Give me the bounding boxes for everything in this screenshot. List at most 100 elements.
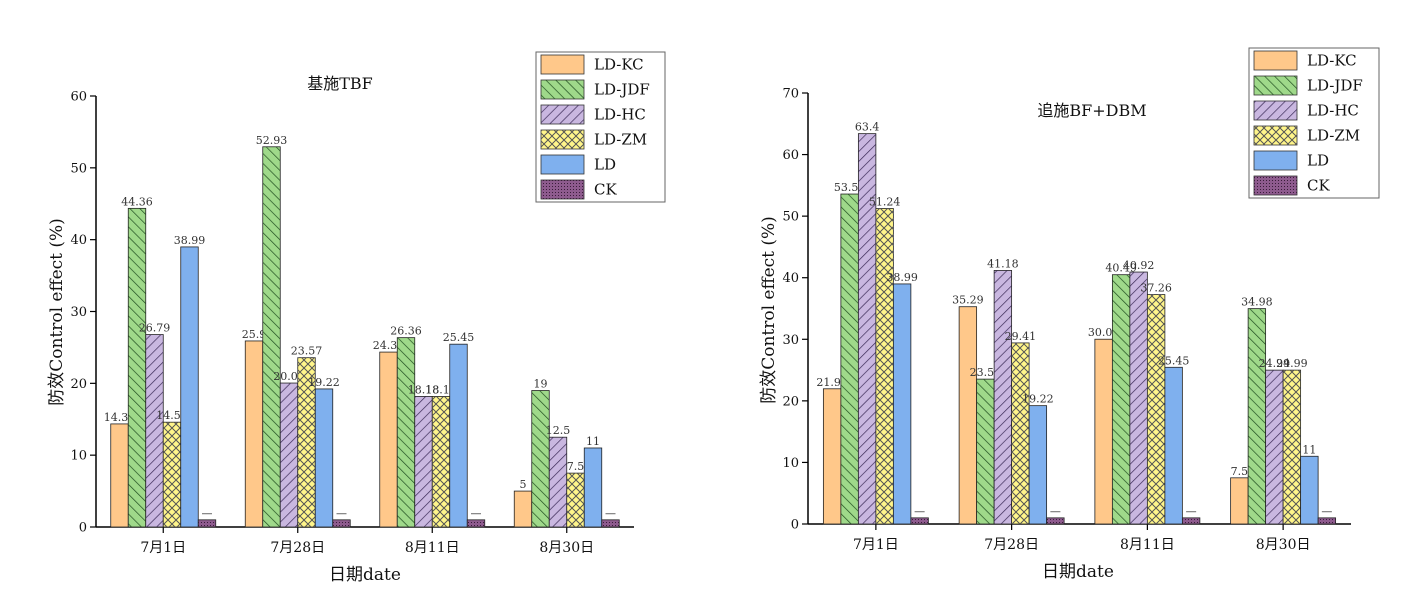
legend-swatch bbox=[1253, 50, 1298, 71]
y-axis-title: 防效Control effect (%) bbox=[759, 216, 779, 404]
bar-pattern bbox=[1129, 272, 1148, 524]
legend-swatch bbox=[540, 54, 585, 75]
bar-pattern bbox=[976, 379, 995, 524]
bar-pattern bbox=[414, 396, 433, 527]
legend-swatch-pattern bbox=[541, 180, 584, 199]
bar-ld-kc bbox=[379, 351, 398, 528]
bar-ld-kc bbox=[244, 340, 264, 528]
bar-pattern bbox=[1011, 342, 1030, 524]
data-label: 14.35 bbox=[104, 411, 136, 424]
y-tick-label: 40 bbox=[70, 233, 87, 248]
data-label: 34.98 bbox=[1241, 296, 1273, 309]
data-label: 40.92 bbox=[1123, 259, 1155, 272]
bar-pattern bbox=[994, 270, 1012, 524]
legend-swatch-pattern bbox=[541, 80, 584, 99]
bar-pattern bbox=[840, 194, 859, 525]
legend-box bbox=[535, 51, 666, 203]
y-tick-label: 50 bbox=[782, 210, 799, 225]
x-tick-label: 7月1日 bbox=[853, 537, 899, 553]
bar-ld bbox=[1300, 455, 1319, 525]
plot-area: 0 10 20 30 40 50 60 7月1日 14.35 44.36 26.79 14.59 38.… bbox=[70, 90, 634, 556]
bar-pattern bbox=[297, 357, 316, 527]
legend-swatch-pattern bbox=[1254, 76, 1297, 95]
bar-pattern bbox=[163, 422, 181, 527]
y-tick-label: 70 bbox=[782, 87, 799, 102]
data-label: 52.93 bbox=[256, 134, 288, 147]
bar-pattern bbox=[858, 133, 876, 524]
data-label: 25.45 bbox=[443, 331, 475, 344]
chart-bf-dbm: 追施BF+DBM 防效Control effect (%) 日期date 0 10… bbox=[759, 47, 1380, 582]
data-label: 24.35 bbox=[373, 339, 405, 352]
data-label: 63.4 bbox=[855, 121, 880, 134]
data-label: 23.53 bbox=[970, 366, 1002, 379]
bar-pattern bbox=[549, 437, 567, 527]
data-label: 21.96 bbox=[816, 376, 848, 389]
y-tick-label: 50 bbox=[70, 161, 87, 176]
legend-label: CK bbox=[594, 181, 617, 199]
data-label: 19 bbox=[534, 378, 548, 391]
data-label: 12.5 bbox=[546, 424, 571, 437]
y-tick-label: 10 bbox=[782, 456, 799, 471]
chart-title: 基施TBF bbox=[307, 74, 373, 93]
legend: LD-KC LD-JDF LD-HC LD-ZM LD CK bbox=[1248, 47, 1380, 199]
x-axis-title: 日期date bbox=[329, 565, 401, 585]
bar-pattern bbox=[875, 208, 894, 524]
data-label: 29.41 bbox=[1005, 330, 1037, 343]
bar-pattern bbox=[280, 383, 298, 527]
data-label: 14.59 bbox=[156, 409, 188, 422]
legend-swatch-pattern bbox=[541, 105, 584, 124]
data-label: — bbox=[1321, 505, 1332, 518]
bar-pattern bbox=[198, 519, 216, 527]
data-label: — bbox=[1050, 505, 1061, 518]
legend-label: LD-KC bbox=[1307, 52, 1357, 70]
bar-pattern bbox=[467, 519, 485, 527]
bar-ld bbox=[1028, 405, 1048, 525]
bar-pattern bbox=[601, 519, 620, 527]
y-tick-label: 60 bbox=[782, 148, 799, 163]
data-label: 7.5 bbox=[1231, 465, 1249, 478]
bar-ld-kc bbox=[958, 306, 978, 525]
bar-pattern bbox=[145, 334, 164, 527]
x-tick-label: 7月28日 bbox=[270, 540, 325, 556]
bar-pattern bbox=[566, 473, 585, 527]
legend-label: LD-HC bbox=[594, 106, 646, 124]
data-label: 30.01 bbox=[1088, 326, 1120, 339]
bar-ld bbox=[892, 283, 912, 525]
legend-label: LD-ZM bbox=[594, 131, 647, 149]
data-label: 18.18 bbox=[425, 383, 457, 396]
data-label: 38.99 bbox=[174, 234, 206, 247]
bar-ld bbox=[180, 246, 199, 528]
bar-ld-kc bbox=[110, 423, 129, 528]
plot-area: 0 10 20 30 40 50 60 70 7月1日 21.96 53.59 63.4 51.24 38… bbox=[782, 87, 1351, 553]
legend-swatch bbox=[1253, 150, 1298, 171]
bar-pattern bbox=[128, 208, 146, 527]
bar-ld-kc bbox=[513, 490, 533, 528]
y-tick-label: 30 bbox=[70, 305, 87, 320]
y-tick-label: 30 bbox=[782, 333, 799, 348]
data-label: — bbox=[605, 507, 616, 520]
x-tick-label: 7月28日 bbox=[984, 537, 1039, 553]
data-label: 24.99 bbox=[1276, 357, 1308, 370]
legend-swatch-pattern bbox=[541, 130, 584, 149]
y-tick-label: 0 bbox=[791, 518, 799, 533]
bar-ld bbox=[449, 343, 468, 528]
x-tick-label: 8月11日 bbox=[405, 540, 460, 556]
legend-label: LD-JDF bbox=[1307, 77, 1363, 95]
x-axis-title: 日期date bbox=[1042, 562, 1114, 582]
bar-ld-kc bbox=[1094, 338, 1113, 525]
data-label: — bbox=[914, 505, 925, 518]
bar-pattern bbox=[531, 390, 550, 527]
legend: LD-KC LD-JDF LD-HC LD-ZM LD CK bbox=[535, 51, 666, 203]
legend-swatch bbox=[540, 154, 585, 175]
y-tick-label: 20 bbox=[782, 394, 799, 409]
x-tick-label: 8月11日 bbox=[1120, 537, 1175, 553]
y-tick-label: 0 bbox=[79, 521, 87, 536]
data-label: 51.24 bbox=[869, 196, 901, 209]
legend-label: LD bbox=[1307, 152, 1329, 170]
legend-swatch-pattern bbox=[1254, 126, 1297, 145]
data-label: 44.36 bbox=[121, 195, 153, 208]
bar-pattern bbox=[432, 396, 450, 527]
bar-pattern bbox=[1283, 370, 1301, 524]
data-label: 41.18 bbox=[987, 257, 1019, 270]
